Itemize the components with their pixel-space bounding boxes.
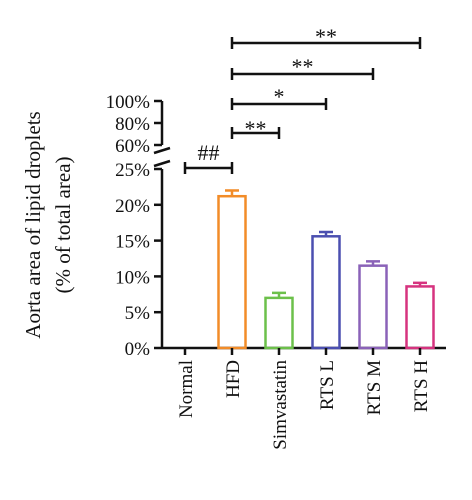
x-tick-label: RTS L [317,360,338,410]
y-tick-label-upper: 100% [106,92,151,113]
y-axis-title-line2: (% of total area) [51,156,75,293]
significance-label: ** [315,24,337,49]
axis-break-mark [153,159,171,168]
y-tick-label-lower: 20% [115,196,150,217]
x-tick-label: HFD [223,360,244,398]
y-tick-label-upper: 80% [115,114,150,135]
significance-label: ## [198,140,220,165]
y-tick-label-lower: 25% [115,160,150,181]
significance-label: ** [292,54,314,79]
bar-rts-l [311,235,341,350]
significance-label: * [274,84,285,109]
y-tick-label-lower: 5% [125,303,151,324]
x-tick-label: RTS M [364,360,385,415]
y-tick-label-lower: 0% [125,339,151,360]
x-tick-label: Simvastatin [270,360,291,450]
y-tick-label-lower: 10% [115,267,150,288]
x-tick-label: Normal [176,360,197,418]
bar-simvastatin [264,296,294,350]
y-tick-label-upper: 60% [115,136,150,157]
bar-rts-m [358,264,388,350]
bar-rts-h [405,285,435,350]
y-tick-label-lower: 15% [115,232,150,253]
axis-break-mark [153,146,171,155]
x-tick-label: RTS H [411,360,432,412]
significance-label: ** [245,116,267,141]
y-axis-title-line1: Aorta area of lipid droplets [21,111,45,338]
bar-hfd [217,194,247,350]
